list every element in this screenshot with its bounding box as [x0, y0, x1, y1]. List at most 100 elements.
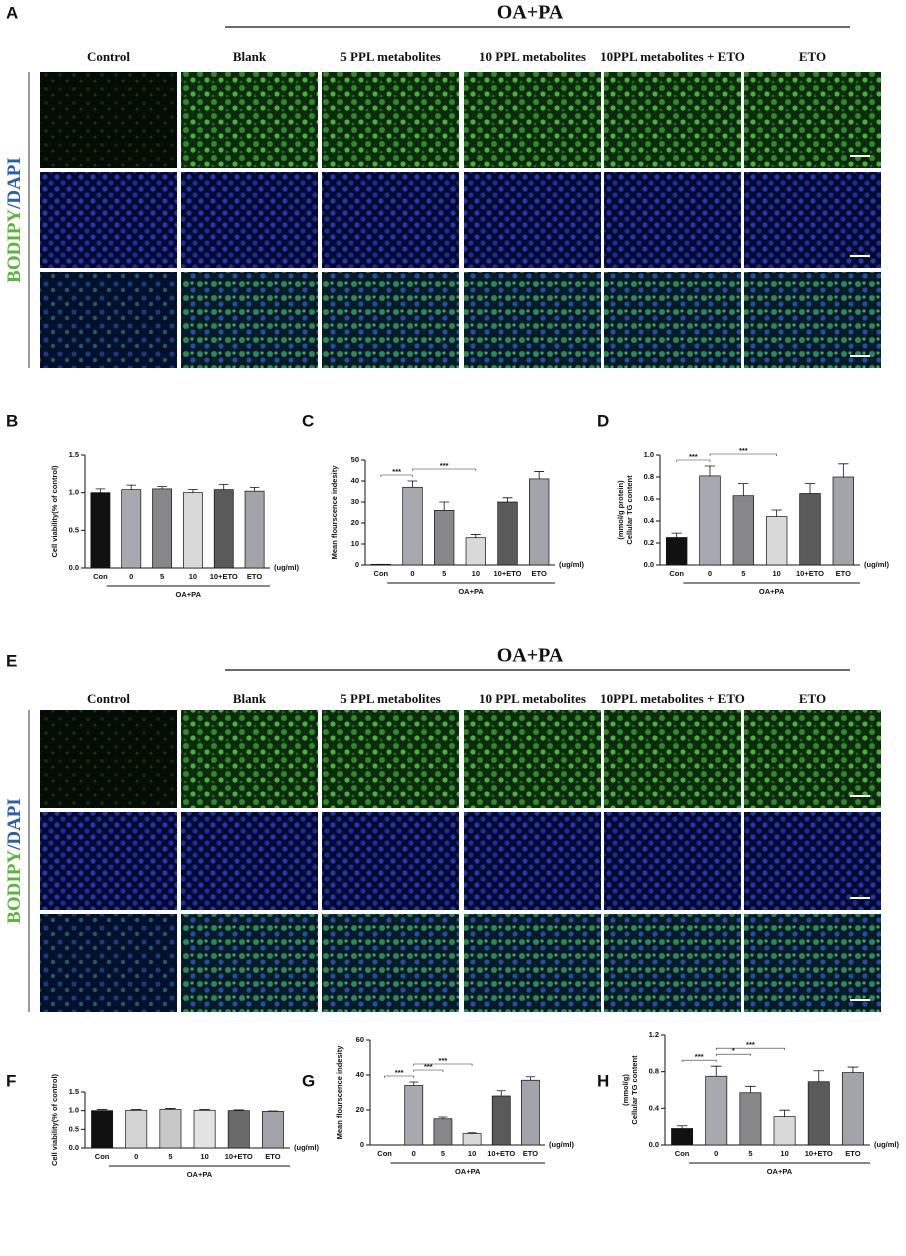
micrograph: [604, 72, 741, 168]
bar: [159, 1109, 182, 1149]
error-bar: [847, 1066, 859, 1073]
x-tick-label: Con: [669, 569, 684, 578]
y-tick-label: 1.0: [69, 488, 79, 497]
unit-label: (ug/ml): [549, 1140, 574, 1149]
y-tick-label: 20: [351, 518, 359, 527]
row-label: BODIPY/DAPI: [4, 798, 25, 924]
error-bar: [525, 1076, 535, 1081]
column-header: 5 PPL metabolites: [340, 691, 440, 706]
significance-bracket: [380, 474, 413, 477]
column-header: 10 PPL metabolites: [479, 49, 586, 64]
x-tick-label: 5: [748, 1149, 752, 1158]
panel-letter: E: [6, 651, 17, 670]
micrograph: [322, 72, 459, 168]
y-tick-label: 0.4: [649, 1103, 660, 1112]
x-tick-label: 5: [442, 569, 446, 578]
micrograph: [40, 710, 177, 808]
error-bar: [534, 471, 545, 479]
bar: [807, 1081, 830, 1146]
x-tick-label: 0: [714, 1149, 718, 1158]
bar: [404, 1085, 424, 1146]
micrograph: [604, 172, 741, 268]
significance-label: ***: [739, 446, 748, 455]
bar: [497, 501, 518, 566]
bar: [91, 1110, 114, 1149]
error-bar: [804, 483, 816, 494]
bar: [244, 490, 265, 569]
y-axis-label: Mean flourscence indesity: [335, 1045, 344, 1140]
x-tick-label: 0: [412, 1149, 416, 1158]
panel-letter: D: [597, 411, 609, 430]
unit-label: (ug/ml): [274, 563, 299, 572]
significance-bracket: [681, 1059, 717, 1063]
error-bar: [249, 486, 260, 492]
significance-label: ***: [689, 452, 698, 461]
micrograph: [40, 272, 177, 368]
micrograph: [40, 914, 177, 1012]
micrograph: [464, 72, 601, 168]
x-tick-label: 10+ETO: [805, 1149, 833, 1158]
bar: [183, 492, 203, 569]
bar: [665, 537, 688, 566]
bar: [433, 1118, 453, 1146]
error-bar: [467, 1132, 477, 1134]
column-header: ETO: [799, 691, 826, 706]
x-tick-label: 10: [468, 1149, 476, 1158]
micrograph: [40, 172, 177, 268]
y-tick-label: 0.0: [69, 563, 79, 572]
x-tick-label: ETO: [247, 572, 262, 581]
y-tick-label: 1.0: [644, 450, 654, 459]
row-label-stain: /DAPI: [4, 157, 25, 210]
group-label: OA+PA: [497, 645, 564, 667]
x-tick-label: ETO: [836, 569, 851, 578]
significance-label: ***: [440, 461, 449, 470]
y-tick-label: 40: [351, 476, 359, 485]
y-tick-label: 0.8: [644, 472, 654, 481]
micrograph: [744, 812, 881, 910]
panel-letter: B: [6, 411, 18, 430]
y-axis-label: Cellular TG content: [630, 1055, 639, 1125]
micrograph: [744, 710, 881, 808]
y-tick-label: 0: [360, 1140, 364, 1149]
error-bar: [218, 483, 229, 490]
column-header: 10 PPL metabolites: [479, 691, 586, 706]
group-label: OA+PA: [497, 2, 564, 24]
y-tick-label: 0: [355, 560, 359, 569]
significance-bracket: [384, 1075, 415, 1078]
error-bar: [470, 534, 481, 538]
y-tick-label: 60: [356, 1035, 364, 1044]
y-tick-label: 0.4: [644, 516, 655, 525]
significance-bracket: [413, 1069, 444, 1072]
bar: [799, 493, 821, 566]
error-bar: [409, 1081, 419, 1086]
unit-label: (ug/ml): [559, 560, 584, 569]
error-bar: [126, 484, 137, 490]
error-bar: [704, 465, 716, 476]
error-bar: [165, 1108, 176, 1110]
x-tick-label: 5: [160, 572, 164, 581]
column-header: Blank: [233, 691, 267, 706]
y-axis-label: Mean flourscence indesity: [330, 465, 339, 560]
x-tick-label: ETO: [532, 569, 547, 578]
x-tick-label: 10+ETO: [493, 569, 521, 578]
micrograph: [464, 812, 601, 910]
significance-label: ***: [439, 1056, 448, 1065]
error-bar: [671, 532, 682, 538]
error-bar: [130, 1109, 142, 1111]
x-tick-label: ETO: [523, 1149, 538, 1158]
column-header: Control: [87, 691, 130, 706]
significance-label: ***: [392, 467, 401, 476]
unit-label: (ug/ml): [864, 560, 889, 569]
column-header: Blank: [233, 49, 267, 64]
micrograph: [744, 72, 881, 168]
panel-letter: H: [597, 1071, 609, 1090]
significance-bracket: [715, 1053, 751, 1057]
significance-label: *: [732, 1046, 735, 1055]
unit-label: (ug/ml): [874, 1140, 899, 1149]
bar: [213, 489, 234, 569]
x-tick-label: 10+ETO: [796, 569, 824, 578]
bar: [732, 495, 755, 566]
y-tick-label: 0.0: [69, 1143, 79, 1152]
significance-label: ***: [395, 1068, 404, 1077]
